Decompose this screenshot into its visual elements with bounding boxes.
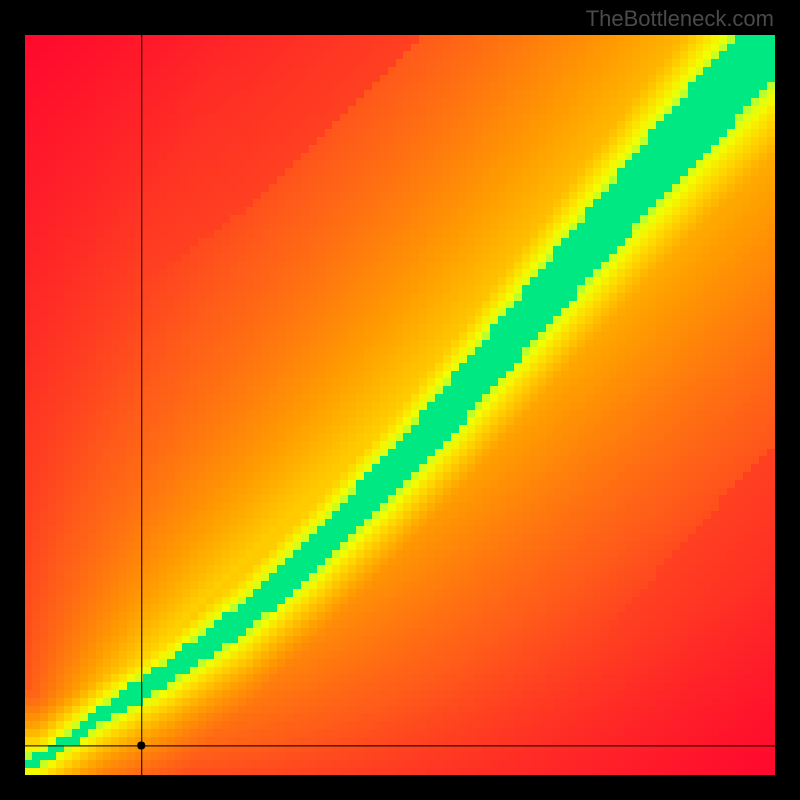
watermark-text: TheBottleneck.com	[586, 6, 774, 32]
heatmap-canvas	[25, 35, 775, 775]
bottleneck-heatmap	[25, 35, 775, 775]
